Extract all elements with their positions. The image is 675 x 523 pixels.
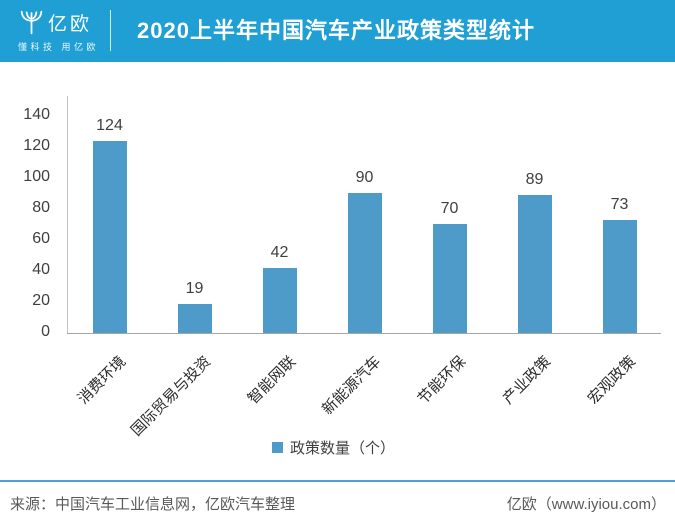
page-title: 2020上半年中国汽车产业政策类型统计	[137, 18, 535, 43]
bar-value-label: 19	[185, 280, 204, 297]
y-tick-label: 40	[32, 261, 50, 278]
y-tick-label: 120	[23, 137, 50, 154]
header-divider	[110, 10, 111, 51]
bar-value-label: 124	[96, 117, 123, 134]
bar	[347, 193, 382, 333]
bar-value-label: 70	[440, 200, 459, 217]
y-axis-line	[67, 96, 68, 334]
logo-tagline: 懂科技 用亿欧	[18, 42, 100, 52]
bar	[602, 220, 637, 333]
bar	[177, 304, 212, 333]
brand-website-text: 亿欧（www.iyiou.com）	[506, 496, 666, 513]
x-axis-line	[67, 333, 661, 334]
bar	[262, 268, 297, 333]
y-tick-label: 140	[23, 106, 50, 123]
bar-chart: 政策数量（个） 0 20 40 60 80 100 120 140 124 消费环境 19 国际贸易与…	[0, 62, 675, 462]
bar-value-label: 42	[270, 244, 289, 261]
footer-divider-line	[0, 480, 675, 482]
logo-text: 亿欧	[48, 14, 93, 35]
bar	[432, 224, 467, 333]
bar-value-label: 73	[610, 196, 629, 213]
bar	[517, 195, 552, 333]
bar-value-label: 89	[525, 171, 544, 188]
y-tick-label: 80	[32, 199, 50, 216]
legend-swatch	[272, 442, 283, 453]
y-tick-label: 0	[41, 323, 50, 340]
logo: 亿欧 懂科技 用亿欧	[18, 9, 99, 53]
bar-value-label: 90	[355, 169, 374, 186]
bar	[92, 141, 127, 333]
iyiou-logo-icon	[18, 9, 45, 36]
y-tick-label: 60	[32, 230, 50, 247]
y-tick-label: 100	[23, 168, 50, 185]
y-tick-label: 20	[32, 292, 50, 309]
legend-label: 政策数量（个）	[290, 440, 396, 457]
chart-legend: 政策数量（个）	[272, 437, 395, 458]
header-bar: 亿欧 懂科技 用亿欧 2020上半年中国汽车产业政策类型统计	[0, 0, 675, 62]
source-text: 来源：中国汽车工业信息网，亿欧汽车整理	[10, 496, 296, 513]
